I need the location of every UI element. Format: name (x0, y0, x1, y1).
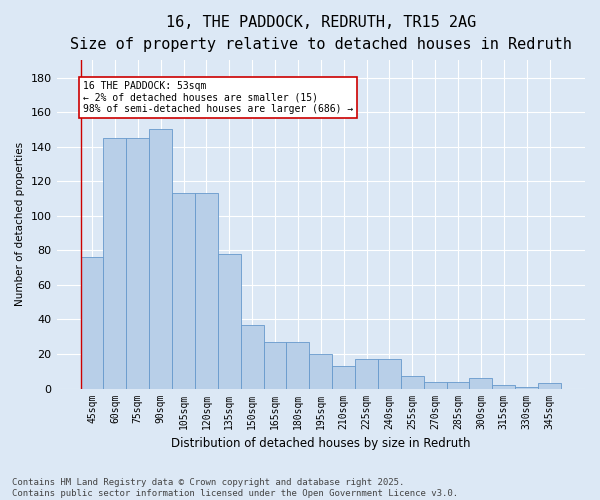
Bar (218, 254, 241, 388)
Text: Contains HM Land Registry data © Crown copyright and database right 2025.
Contai: Contains HM Land Registry data © Crown c… (12, 478, 458, 498)
Bar (424, 382, 446, 388)
Bar (332, 366, 355, 388)
Title: 16, THE PADDOCK, REDRUTH, TR15 2AG
Size of property relative to detached houses : 16, THE PADDOCK, REDRUTH, TR15 2AG Size … (70, 15, 572, 52)
Text: 16 THE PADDOCK: 53sqm
← 2% of detached houses are smaller (15)
98% of semi-detac: 16 THE PADDOCK: 53sqm ← 2% of detached h… (83, 81, 353, 114)
Bar (446, 382, 469, 388)
Bar (401, 376, 424, 388)
Bar (538, 384, 561, 388)
Bar (515, 387, 538, 388)
Bar (103, 138, 127, 388)
Bar (172, 194, 195, 388)
Bar (127, 138, 149, 388)
Y-axis label: Number of detached properties: Number of detached properties (15, 142, 25, 306)
Bar (195, 194, 218, 388)
Bar (355, 359, 378, 388)
Bar (493, 385, 515, 388)
Bar (80, 258, 103, 388)
Bar (310, 354, 332, 388)
Bar (469, 378, 493, 388)
Bar (241, 324, 263, 388)
X-axis label: Distribution of detached houses by size in Redruth: Distribution of detached houses by size … (171, 437, 470, 450)
Bar (149, 130, 172, 388)
Bar (378, 359, 401, 388)
Bar (263, 342, 286, 388)
Bar (286, 342, 310, 388)
